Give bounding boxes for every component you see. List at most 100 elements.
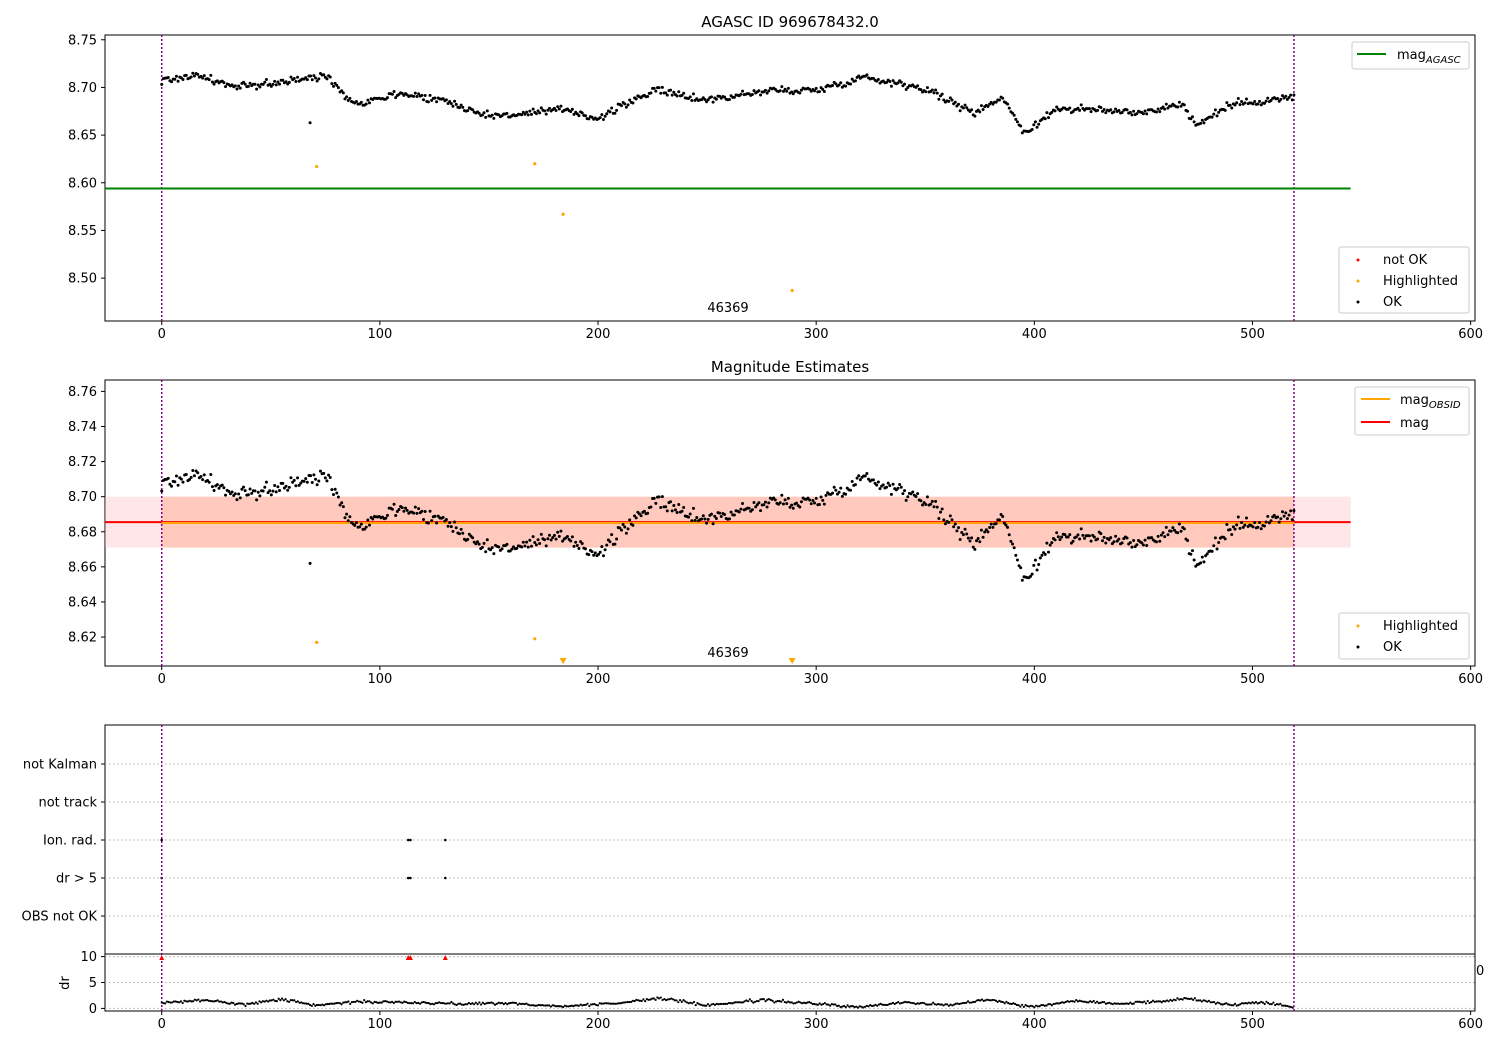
dr-point bbox=[1061, 1001, 1064, 1004]
dr-point bbox=[932, 1001, 935, 1004]
ok-point bbox=[1179, 104, 1183, 108]
ok-point bbox=[413, 505, 417, 509]
ok-point bbox=[1215, 547, 1219, 551]
ok-point bbox=[508, 549, 512, 553]
svg-text:magOBSID: magOBSID bbox=[1400, 393, 1461, 411]
ok-point bbox=[273, 79, 277, 83]
ok-point bbox=[346, 98, 350, 102]
dr-point bbox=[921, 1001, 924, 1004]
ok-point bbox=[968, 539, 972, 543]
dr-point bbox=[1235, 1004, 1238, 1007]
dr-point bbox=[1001, 1000, 1005, 1004]
ok-point bbox=[881, 483, 885, 487]
ok-point bbox=[1104, 541, 1108, 545]
ok-point bbox=[903, 489, 907, 493]
ok-point bbox=[500, 547, 504, 551]
ok-point bbox=[961, 533, 965, 537]
ok-point bbox=[631, 101, 635, 105]
ok-point bbox=[1055, 105, 1059, 109]
dr-point bbox=[778, 1000, 781, 1003]
ok-point bbox=[278, 488, 282, 492]
dr-point bbox=[495, 1002, 498, 1005]
ok-point bbox=[1050, 541, 1054, 545]
dr-point bbox=[371, 1002, 374, 1005]
dr-point bbox=[377, 1001, 380, 1004]
ok-point bbox=[657, 495, 661, 499]
dr-point bbox=[907, 1001, 910, 1004]
ok-point bbox=[215, 483, 219, 487]
ok-point bbox=[680, 509, 684, 513]
ok-point bbox=[610, 106, 614, 110]
dr-point bbox=[1062, 1001, 1066, 1004]
dr-point bbox=[481, 1001, 484, 1004]
ok-point bbox=[965, 106, 969, 110]
dr-point bbox=[467, 1001, 470, 1005]
ok-point bbox=[1205, 552, 1209, 556]
dr-point bbox=[403, 1000, 406, 1003]
ok-point bbox=[556, 530, 560, 534]
dr-point bbox=[879, 1002, 882, 1005]
ok-point bbox=[885, 80, 889, 84]
dr-point bbox=[525, 1002, 528, 1005]
ok-point bbox=[354, 521, 358, 525]
p3-xtick-label: 500 bbox=[1240, 1017, 1265, 1032]
ok-point bbox=[580, 542, 584, 546]
ok-point bbox=[850, 479, 854, 483]
dr-point bbox=[539, 1004, 542, 1007]
dr-point bbox=[1047, 1003, 1050, 1006]
ok-point bbox=[664, 91, 668, 95]
ok-point bbox=[345, 512, 349, 516]
dr-point bbox=[359, 1000, 362, 1003]
ok-point bbox=[1292, 509, 1296, 513]
ok-point bbox=[619, 528, 623, 532]
ok-point bbox=[515, 546, 519, 550]
ok-point bbox=[966, 536, 970, 540]
ok-point bbox=[246, 84, 250, 88]
ok-point bbox=[328, 75, 332, 79]
dr-point bbox=[1256, 1002, 1259, 1005]
dr-point bbox=[1101, 1001, 1104, 1004]
ok-point bbox=[657, 86, 661, 90]
ok-point bbox=[384, 516, 388, 520]
dr-point bbox=[902, 1001, 905, 1004]
ok-point bbox=[875, 483, 879, 487]
dr-point bbox=[839, 1005, 842, 1009]
dr-point bbox=[233, 1003, 237, 1006]
dr-point bbox=[1188, 997, 1191, 1001]
dr-point bbox=[1136, 1000, 1139, 1003]
dr-point bbox=[455, 1003, 458, 1007]
ok-point bbox=[691, 506, 695, 510]
ok-point bbox=[348, 515, 352, 519]
ok-point bbox=[727, 97, 731, 101]
ok-point bbox=[878, 487, 882, 491]
ok-point bbox=[477, 111, 481, 115]
ok-point bbox=[246, 493, 250, 497]
dr-point bbox=[1178, 998, 1181, 1001]
dr-point bbox=[825, 1003, 828, 1006]
ok-point bbox=[706, 98, 710, 102]
ok-point bbox=[994, 522, 998, 526]
ok-point bbox=[428, 93, 432, 97]
dr-point bbox=[1251, 1001, 1254, 1004]
ok-point bbox=[642, 509, 646, 513]
ok-point bbox=[192, 74, 196, 78]
dr-point bbox=[1174, 999, 1177, 1002]
ok-point bbox=[1014, 553, 1018, 557]
ok-point bbox=[305, 480, 309, 484]
dr-point bbox=[389, 1001, 392, 1004]
dr-point bbox=[989, 999, 992, 1002]
dr-clipped-marker bbox=[407, 955, 413, 960]
ok-point bbox=[430, 98, 434, 102]
ok-point bbox=[1163, 107, 1167, 111]
ok-point bbox=[798, 91, 802, 95]
ok-point bbox=[461, 531, 465, 535]
ok-point bbox=[1112, 110, 1116, 114]
dr-point bbox=[178, 1001, 181, 1004]
ok-point bbox=[1200, 118, 1204, 122]
dr-point bbox=[759, 998, 762, 1001]
ok-point bbox=[1083, 536, 1087, 540]
dr-point bbox=[507, 1002, 511, 1005]
dr-point bbox=[200, 999, 203, 1002]
ok-point bbox=[1087, 107, 1091, 111]
